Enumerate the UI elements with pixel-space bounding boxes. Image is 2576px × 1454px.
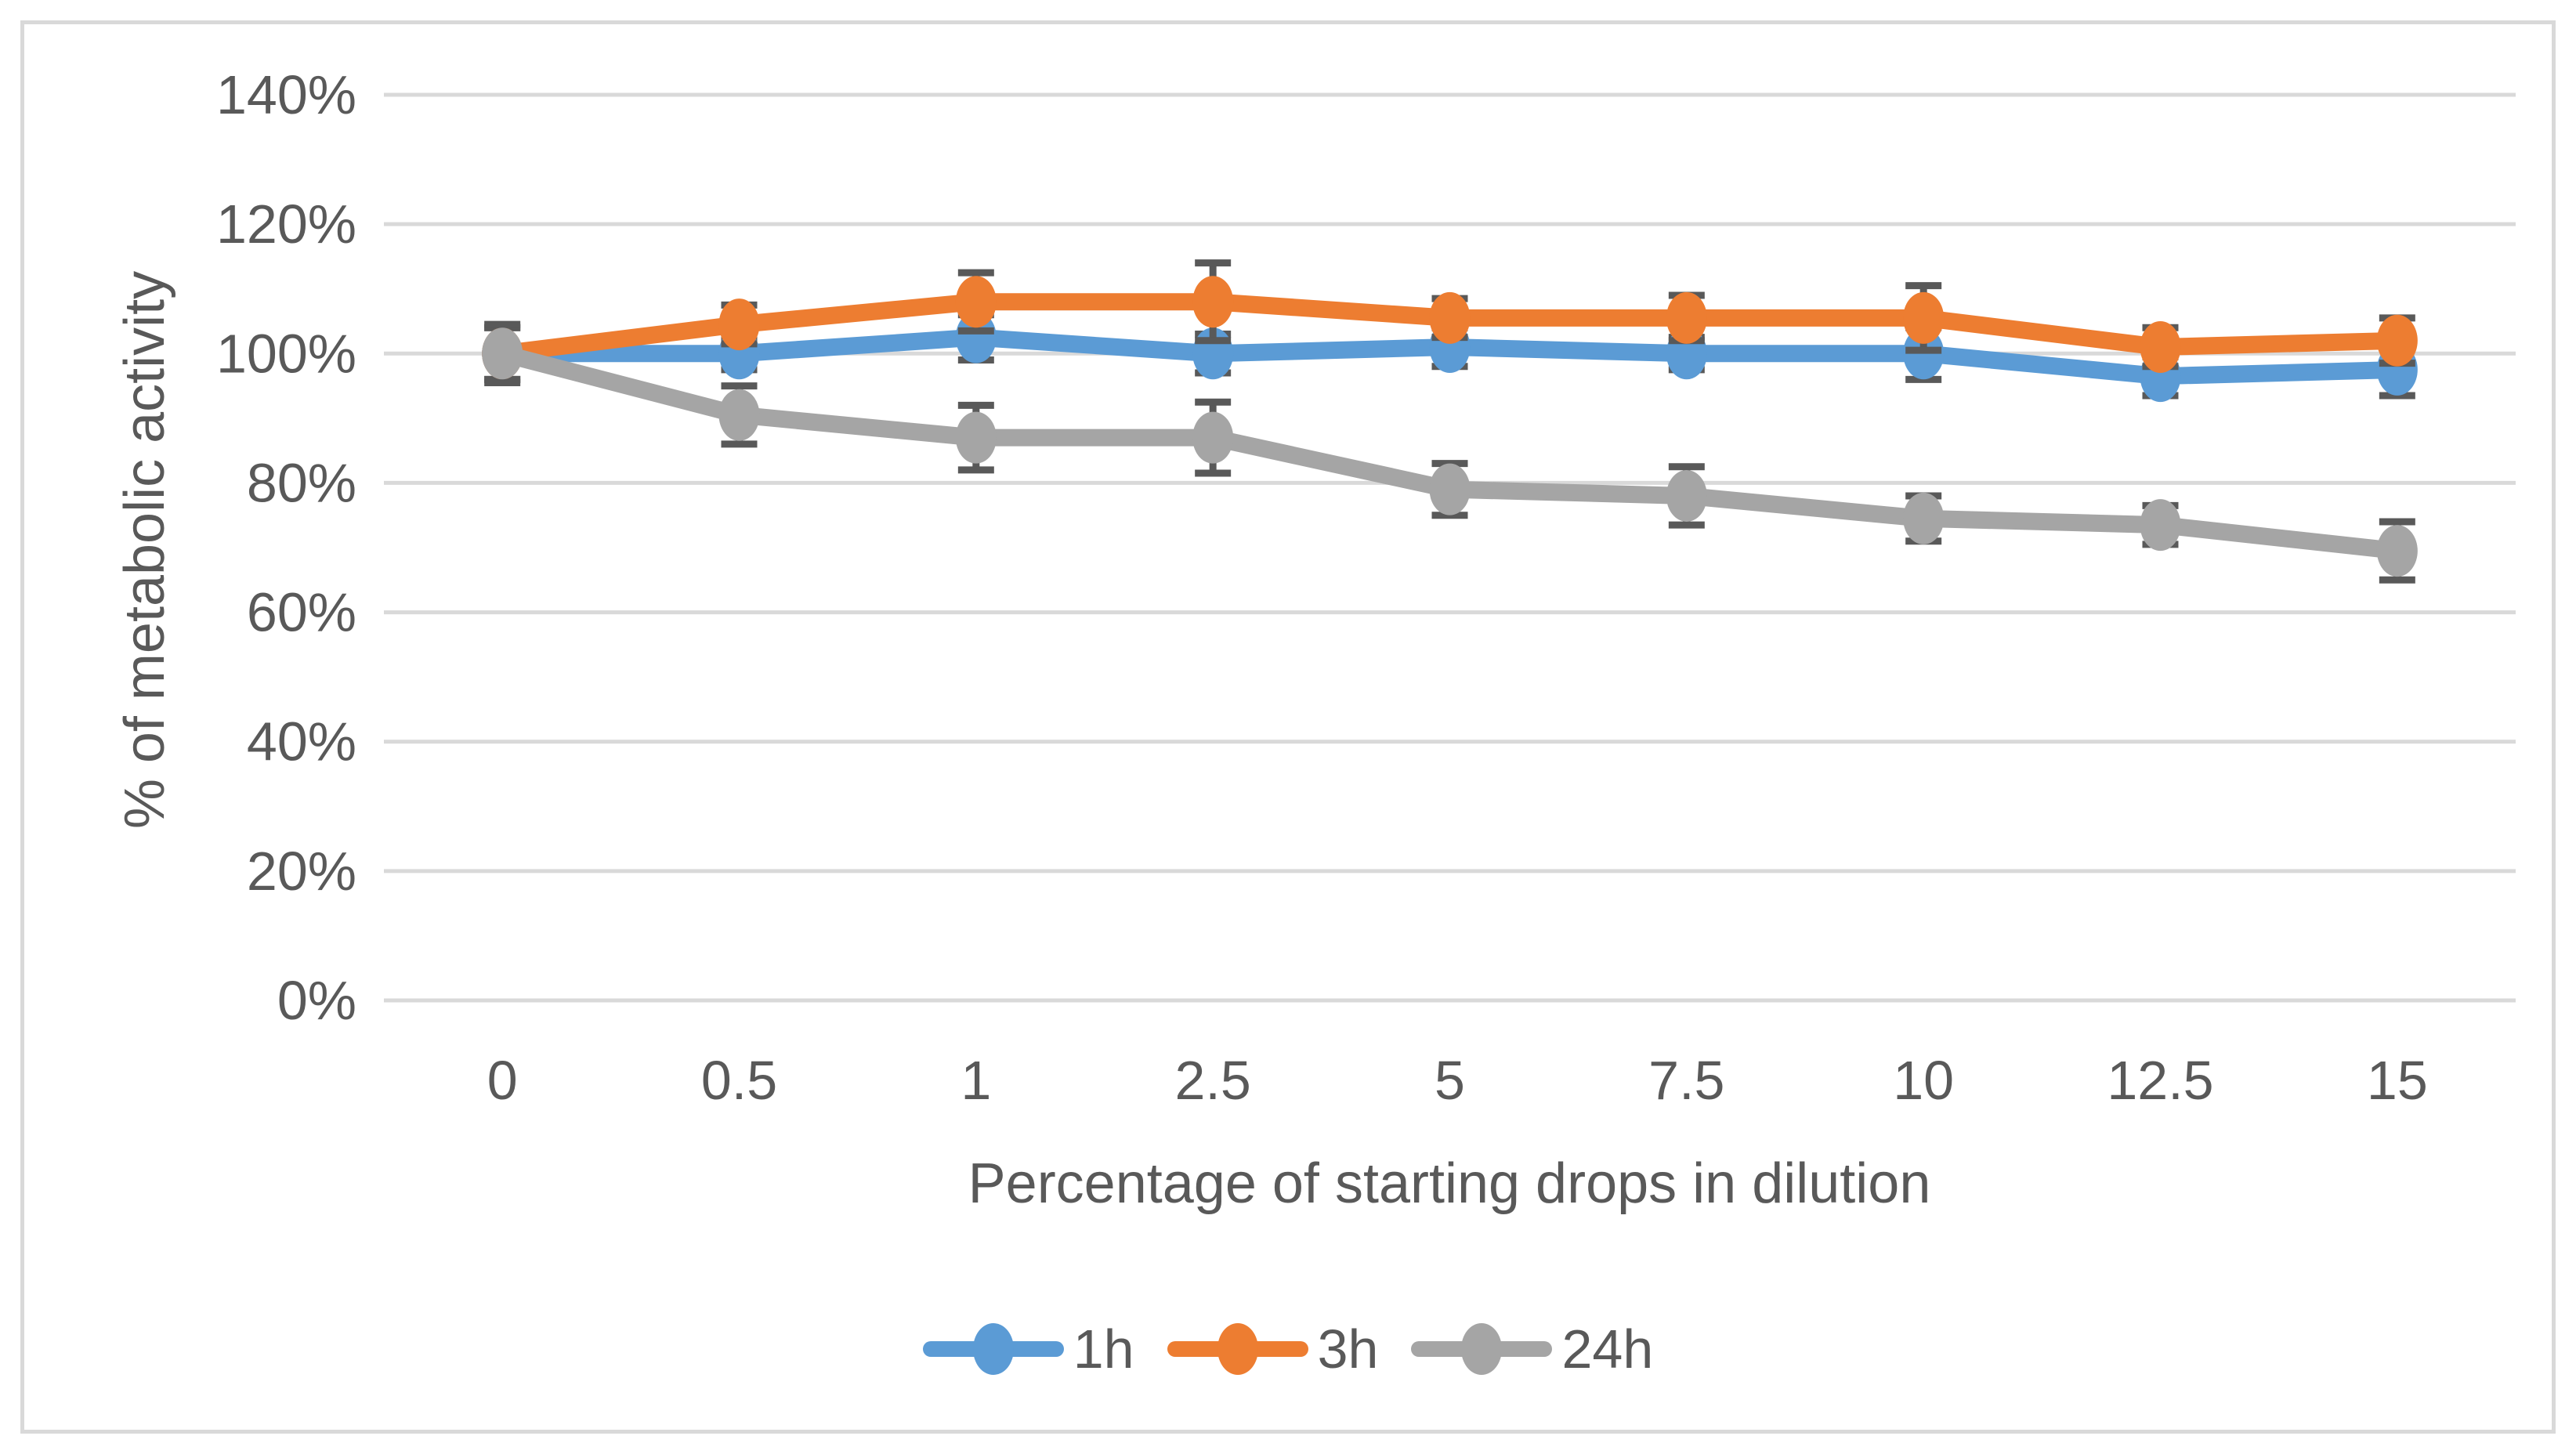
x-tick-label: 2.5 [1175,1050,1251,1111]
series-line-24h [494,345,2406,560]
data-point-marker [1192,411,1234,464]
data-point-marker [1666,469,1707,522]
data-point-marker [482,327,523,380]
x-axis-tick-labels: 0 0.5 1 2.5 5 7.5 10 12.5 15 [487,1050,2428,1111]
data-point-marker [2140,499,2181,552]
y-tick-label: 40% [247,711,356,772]
y-tick-label: 80% [247,452,356,513]
data-point-marker [2140,321,2181,374]
data-point-marker [1192,276,1234,328]
data-point-marker [1903,492,1945,544]
legend-marker-icon [1167,1323,1308,1375]
y-tick-label: 20% [247,841,356,902]
x-tick-label: 0.5 [701,1050,777,1111]
data-point-marker [955,411,997,464]
x-tick-label: 5 [1435,1050,1465,1111]
x-tick-label: 10 [1893,1050,1954,1111]
gridlines [384,92,2516,1003]
y-tick-label: 100% [216,323,356,384]
y-axis-title: % of metabolic activity [114,270,176,830]
data-point-marker [1666,291,1707,344]
data-point-marker [1429,463,1471,515]
legend-label: 24h [1561,1318,1654,1380]
data-point-marker [2376,525,2418,577]
data-point-marker [718,298,760,351]
legend-label: 1h [1073,1318,1134,1380]
x-tick-label: 0 [487,1050,518,1111]
legend-label: 3h [1317,1318,1379,1380]
legend: 1h 3h 24h [0,1310,2576,1388]
x-tick-label: 12.5 [2107,1050,2213,1111]
y-tick-label: 140% [216,64,356,125]
legend-marker-icon [1411,1323,1553,1375]
data-point-marker [718,389,760,441]
data-point-marker [2376,314,2418,367]
legend-item-24h: 24h [1411,1318,1654,1380]
y-axis-tick-labels: 0% 20% 40% 60% 80% 100% 120% 140% [216,64,356,1031]
data-point-marker [955,276,997,328]
legend-marker-icon [922,1323,1064,1375]
data-point-marker [1903,291,1945,344]
x-tick-label: 7.5 [1648,1050,1724,1111]
x-tick-label: 15 [2367,1050,2428,1111]
x-axis-title: Percentage of starting drops in dilution [968,1152,1931,1215]
legend-item-1h: 1h [922,1318,1134,1380]
legend-item-3h: 3h [1167,1318,1379,1380]
series-24h [482,320,2418,584]
y-tick-label: 0% [277,970,356,1031]
y-tick-label: 60% [247,582,356,643]
chart-border [20,20,2556,1434]
data-point-marker [1429,291,1471,344]
x-tick-label: 1 [961,1050,991,1111]
y-tick-label: 120% [216,194,356,255]
data-point-marker [955,311,997,364]
